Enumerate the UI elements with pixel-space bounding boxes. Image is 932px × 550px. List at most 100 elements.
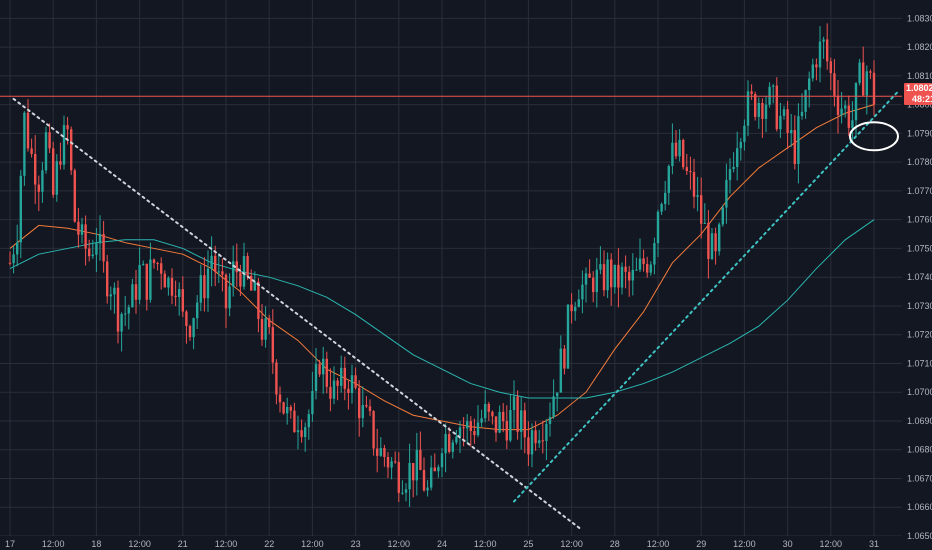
candle-body[interactable] [793, 129, 796, 164]
dotted-uptrend-line[interactable] [513, 89, 901, 503]
candle-body[interactable] [858, 62, 861, 83]
candle-body[interactable] [656, 211, 660, 244]
candle-body[interactable] [354, 375, 357, 388]
candle-body[interactable] [710, 233, 714, 259]
candle-body[interactable] [516, 396, 519, 432]
candle-body[interactable] [149, 259, 152, 300]
candle-body[interactable] [768, 86, 771, 105]
candle-body[interactable] [692, 172, 696, 197]
candle-body[interactable] [293, 410, 296, 433]
candle-body[interactable] [764, 104, 768, 119]
candle-body[interactable] [444, 434, 447, 454]
candle-body[interactable] [520, 410, 523, 432]
candle-body[interactable] [340, 367, 343, 386]
candle-body[interactable] [66, 125, 69, 130]
candle-body[interactable] [80, 224, 84, 235]
candle-body[interactable] [394, 461, 397, 463]
candle-body[interactable] [307, 414, 310, 428]
candle-body[interactable] [761, 103, 764, 119]
candle-body[interactable] [239, 272, 242, 287]
candle-body[interactable] [77, 221, 80, 235]
candle-body[interactable] [365, 405, 368, 407]
candle-body[interactable] [44, 132, 48, 171]
candle-body[interactable] [336, 380, 339, 386]
candle-body[interactable] [282, 402, 285, 414]
candle-body[interactable] [682, 139, 685, 168]
candle-body[interactable] [786, 109, 789, 134]
dotted-downtrend-line[interactable] [12, 97, 584, 532]
candle-body[interactable] [102, 233, 105, 262]
candle-body[interactable] [343, 367, 346, 389]
candle-body[interactable] [271, 327, 274, 363]
candle-body[interactable] [390, 461, 393, 468]
candle-body[interactable] [808, 78, 811, 91]
candle-body[interactable] [397, 461, 400, 493]
candle-body[interactable] [840, 108, 843, 116]
candle-body[interactable] [649, 264, 652, 273]
candle-body[interactable] [30, 148, 33, 154]
candle-body[interactable] [545, 423, 548, 441]
candle-body[interactable] [84, 224, 87, 249]
candle-body[interactable] [311, 391, 314, 415]
candle-body[interactable] [664, 192, 667, 204]
candle-body[interactable] [833, 73, 836, 96]
candle-body[interactable] [527, 437, 530, 455]
candle-body[interactable] [556, 392, 559, 397]
candle-body[interactable] [73, 170, 76, 222]
candle-body[interactable] [127, 307, 130, 314]
candle-body[interactable] [790, 129, 793, 134]
candle-body[interactable] [800, 111, 804, 117]
candle-body[interactable] [372, 411, 375, 449]
candle-body[interactable] [23, 112, 26, 176]
candle-body[interactable] [671, 142, 674, 167]
candle-body[interactable] [304, 427, 307, 438]
candle-body[interactable] [534, 430, 537, 444]
candle-body[interactable] [368, 406, 372, 412]
candle-group[interactable] [8, 23, 876, 507]
candle-body[interactable] [473, 431, 476, 436]
candle-body[interactable] [674, 142, 678, 157]
candle-body[interactable] [412, 462, 415, 481]
candle-body[interactable] [124, 313, 127, 315]
candle-body[interactable] [95, 243, 98, 255]
candle-body[interactable] [322, 358, 325, 375]
candle-body[interactable] [584, 273, 588, 285]
candle-body[interactable] [88, 248, 91, 257]
candle-body[interactable] [217, 271, 220, 273]
candle-body[interactable] [862, 62, 865, 96]
candle-body[interactable] [588, 273, 591, 278]
candle-body[interactable] [772, 85, 775, 87]
candle-body[interactable] [383, 448, 386, 457]
candle-body[interactable] [138, 264, 141, 300]
candle-body[interactable] [700, 195, 703, 224]
candle-body[interactable] [638, 258, 642, 270]
candle-body[interactable] [246, 256, 249, 276]
candle-body[interactable] [268, 318, 271, 328]
candle-body[interactable] [210, 255, 213, 269]
candle-body[interactable] [804, 90, 807, 112]
candle-body[interactable] [98, 233, 102, 244]
candle-body[interactable] [134, 284, 138, 300]
candle-body[interactable] [678, 139, 681, 157]
candle-body[interactable] [286, 406, 289, 414]
candle-body[interactable] [818, 41, 822, 68]
candle-body[interactable] [26, 112, 30, 149]
candle-body[interactable] [469, 421, 472, 432]
candle-body[interactable] [433, 467, 436, 472]
candle-body[interactable] [502, 411, 505, 422]
candle-body[interactable] [494, 416, 498, 433]
candle-body[interactable] [714, 233, 717, 252]
candle-body[interactable] [628, 271, 631, 281]
candle-body[interactable] [642, 258, 645, 265]
candle-body[interactable] [844, 105, 847, 109]
candle-body[interactable] [689, 171, 692, 173]
candle-body[interactable] [815, 64, 818, 68]
candle-body[interactable] [458, 427, 462, 437]
candle-body[interactable] [358, 387, 361, 419]
candle-body[interactable] [847, 105, 850, 128]
candle-body[interactable] [426, 487, 429, 491]
candle-body[interactable] [602, 264, 606, 291]
candle-body[interactable] [203, 275, 206, 299]
candle-body[interactable] [145, 263, 148, 300]
